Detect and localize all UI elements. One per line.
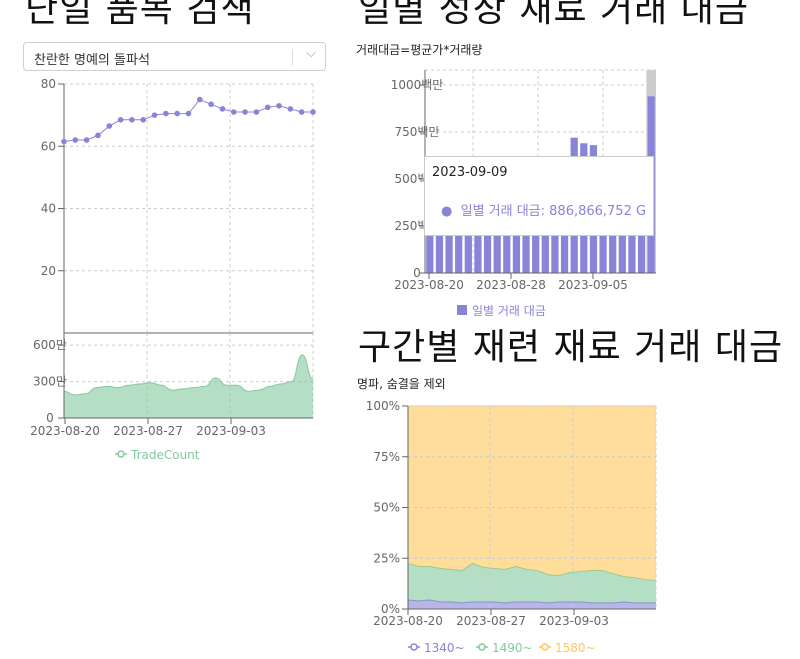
range-x-tick-label: 2023-09-03 bbox=[539, 614, 609, 628]
growth-y-tick-label: 1000백만 bbox=[391, 78, 444, 92]
growth-subtitle: 거래대금=평균가*거래량 bbox=[356, 43, 483, 57]
price-y-tick-label: 80 bbox=[41, 77, 56, 91]
tooltip-date: 2023-09-09 bbox=[432, 165, 508, 180]
range-y-tick-label: 50% bbox=[373, 501, 400, 515]
search-title: 단일 품목 검색 bbox=[25, 0, 255, 30]
range-legend-label: 1580~ bbox=[555, 641, 596, 655]
item-select[interactable]: 찬란한 명예의 돌파석 ⌵ bbox=[23, 42, 326, 71]
count-x-tick-label: 2023-08-20 bbox=[30, 424, 100, 438]
price-y-tick-label: 20 bbox=[41, 264, 56, 278]
range-line-0 bbox=[407, 599, 656, 604]
price-point bbox=[219, 106, 226, 112]
price-point bbox=[61, 138, 67, 145]
growth-title: 일별 성장 재료 거래 대금 bbox=[358, 0, 749, 30]
price-point bbox=[276, 102, 282, 109]
price-point bbox=[298, 109, 305, 115]
range-legend-marker bbox=[478, 643, 486, 651]
price-point bbox=[310, 109, 316, 115]
price-line bbox=[63, 98, 313, 143]
price-point bbox=[264, 104, 271, 111]
range-legend-marker bbox=[410, 643, 418, 651]
select-separator bbox=[292, 49, 293, 65]
tooltip-label: 일별 거래 대금: 886,866,752 G bbox=[460, 204, 647, 219]
price-point bbox=[72, 137, 79, 143]
range-legend-label: 1490~ bbox=[492, 641, 533, 655]
count-x-tick-label: 2023-09-03 bbox=[196, 424, 266, 438]
price-point bbox=[197, 96, 203, 103]
growth-bar bbox=[435, 207, 444, 273]
price-point bbox=[95, 132, 101, 139]
range-y-tick-label: 25% bbox=[373, 551, 400, 565]
price-point bbox=[163, 110, 169, 117]
chart-tooltip: 2023-09-09 ● 일별 거래 대금: 886,866,752 G bbox=[424, 156, 654, 236]
count-legend-label: TradeCount bbox=[130, 448, 200, 462]
price-point bbox=[151, 112, 158, 118]
range-subtitle: 명파, 숨결을 제외 bbox=[357, 377, 446, 391]
chevron-down-icon[interactable]: ⌵ bbox=[306, 46, 316, 61]
count-area bbox=[64, 354, 313, 418]
count-x-tick-label: 2023-08-27 bbox=[113, 424, 183, 438]
price-point bbox=[129, 116, 135, 123]
growth-bar bbox=[426, 207, 434, 273]
growth-y-tick-label: 0 bbox=[413, 266, 421, 280]
growth-bar bbox=[445, 212, 453, 273]
growth-legend-marker bbox=[457, 305, 467, 315]
count-y-tick-label: 0 bbox=[46, 411, 54, 425]
count-legend-marker bbox=[117, 450, 125, 458]
price-point bbox=[83, 137, 90, 143]
range-y-tick-label: 0% bbox=[381, 602, 400, 616]
price-point bbox=[106, 123, 113, 129]
price-point bbox=[140, 116, 147, 123]
price-point bbox=[185, 110, 192, 117]
price-line-chart: 20 40 60 80 bbox=[41, 77, 316, 333]
count-y-tick-label: 600만 bbox=[33, 338, 67, 352]
price-point bbox=[117, 116, 124, 123]
range-area-1 bbox=[408, 563, 656, 603]
trade-count-chart: 0 300만 600만 2023-08-20 2023-08-27 2023-09-03 T… bbox=[30, 332, 314, 462]
growth-x-tick-label: 2023-08-20 bbox=[394, 278, 464, 292]
range-title: 구간별 재련 재료 거래 대금 bbox=[358, 327, 784, 368]
price-point bbox=[242, 109, 248, 115]
price-y-tick-label: 40 bbox=[41, 202, 56, 216]
tooltip-value: ● 일별 거래 대금: 886,866,752 G bbox=[441, 204, 647, 219]
price-point bbox=[230, 109, 237, 115]
price-point bbox=[287, 106, 294, 112]
count-line bbox=[63, 354, 314, 396]
growth-bar bbox=[455, 210, 463, 273]
growth-bar bbox=[560, 203, 569, 273]
growth-x-tick-label: 2023-09-05 bbox=[558, 278, 628, 292]
range-y-tick-label: 75% bbox=[373, 450, 400, 464]
price-point bbox=[174, 110, 180, 117]
count-y-tick-label: 300만 bbox=[33, 375, 67, 389]
range-area-0 bbox=[408, 599, 656, 609]
growth-x-tick-label: 2023-08-28 bbox=[476, 278, 546, 292]
price-point bbox=[208, 101, 214, 108]
range-y-tick-label: 100% bbox=[366, 399, 400, 413]
price-point bbox=[253, 109, 260, 115]
price-y-tick-label: 60 bbox=[41, 139, 56, 153]
item-select-value: 찬란한 명예의 돌파석 bbox=[34, 53, 150, 68]
growth-legend-label: 일별 거래 대금 bbox=[472, 304, 546, 318]
range-area-2 bbox=[408, 406, 656, 581]
range-x-tick-label: 2023-08-27 bbox=[456, 614, 526, 628]
range-area-chart: 0% 25% 50% 75% 100% 2023-08-20 2023-08-27 2023-… bbox=[366, 399, 657, 655]
growth-y-tick-label: 750백만 bbox=[395, 125, 440, 139]
range-x-tick-label: 2023-08-20 bbox=[373, 614, 443, 628]
range-legend-label: 1340~ bbox=[424, 641, 465, 655]
range-legend-marker bbox=[541, 643, 549, 651]
